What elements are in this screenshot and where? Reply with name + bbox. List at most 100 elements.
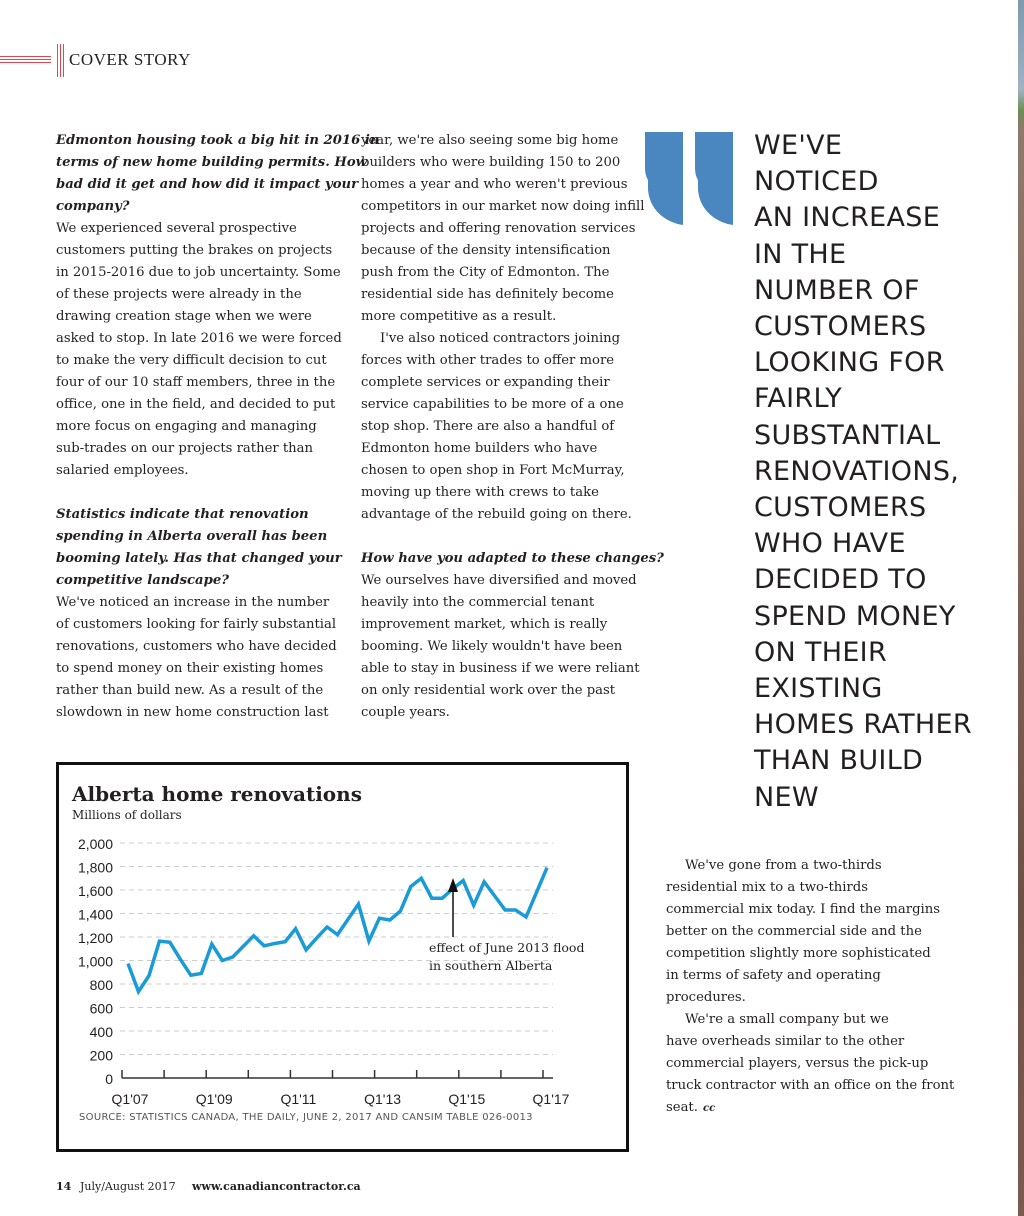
y-tick-label: 1,200 xyxy=(78,930,113,946)
text-line: office, one in the field, and decided to… xyxy=(56,397,336,412)
text-line: slowdown in new home construction last xyxy=(56,705,329,720)
question-line: spending in Alberta overall has been xyxy=(56,529,328,544)
annotation-text: in southern Alberta xyxy=(429,958,553,973)
question-line: competitive landscape? xyxy=(56,573,229,588)
text-line: procedures. xyxy=(666,990,746,1005)
pull-quote-line: IN THE xyxy=(754,238,847,270)
text-line: booming. We likely wouldn't have been xyxy=(361,639,623,654)
annotation-arrowhead xyxy=(448,878,458,892)
text-line: competitors in our market now doing infi… xyxy=(361,199,645,214)
pull-quote: WE'VE NOTICED AN INCREASE IN THE NUMBER OF CU… xyxy=(754,128,972,816)
text-line: customers putting the brakes on projects xyxy=(56,243,333,258)
chart-title: Alberta home renovations xyxy=(72,782,362,806)
text-line: improvement market, which is really xyxy=(361,617,608,632)
x-tick-label: Q1'11 xyxy=(280,1091,316,1107)
question-line: company? xyxy=(56,199,130,214)
text-line: We ourselves have diversified and moved xyxy=(361,573,637,588)
text-line: to spend money on their existing homes xyxy=(56,661,324,676)
section-label: COVER STORY xyxy=(69,50,191,69)
text-line: able to stay in business if we were reli… xyxy=(361,661,640,676)
y-tick-label: 1,600 xyxy=(78,883,113,899)
pull-quote-line: SUBSTANTIAL xyxy=(754,419,941,451)
pull-quote-line: WHO HAVE xyxy=(754,528,906,560)
issue-date: July/August 2017 xyxy=(80,1180,176,1193)
text-line: Edmonton home builders who have xyxy=(361,441,598,456)
website-url: www.canadiancontractor.ca xyxy=(192,1180,361,1193)
header-rule xyxy=(0,62,51,63)
chart-source: SOURCE: STATISTICS CANADA, THE DAILY, JU… xyxy=(79,1112,533,1123)
pull-quote-line: AN INCREASE xyxy=(754,202,941,234)
text-line: of these projects were already in the xyxy=(56,287,302,302)
y-tick-label: 2,000 xyxy=(78,836,113,852)
header-rule xyxy=(63,44,64,77)
photo-edge xyxy=(1018,0,1024,1216)
pull-quote-line: LOOKING FOR xyxy=(754,347,945,379)
text-line: drawing creation stage when we were xyxy=(56,309,312,324)
annotation-text: effect of June 2013 flood xyxy=(429,940,584,955)
header-rule xyxy=(57,44,58,77)
text-line: in terms of safety and operating xyxy=(666,968,881,983)
y-tick-label: 1,800 xyxy=(78,860,113,876)
text-line: We experienced several prospective xyxy=(56,221,297,236)
question-line: terms of new home building permits. How xyxy=(56,155,367,170)
y-tick-label: 400 xyxy=(90,1024,114,1040)
x-tick-label: Q1'17 xyxy=(533,1091,570,1107)
pull-quote-line: RENOVATIONS, xyxy=(754,455,960,487)
text-line: on only residential work over the past xyxy=(361,683,616,698)
y-tick-label: 1,400 xyxy=(78,907,113,923)
x-tick-label: Q1'15 xyxy=(448,1091,485,1107)
pull-quote-line: CUSTOMERS xyxy=(754,311,927,343)
text-line: rather than build new. As a result of th… xyxy=(56,683,324,698)
text-line: forces with other trades to offer more xyxy=(361,353,615,368)
text-line: service capabilities to be more of a one xyxy=(361,397,624,412)
article-column-1: Edmonton housing took a big hit in 2016 … xyxy=(56,130,379,724)
pull-quote-line: HOMES RATHER xyxy=(754,709,972,741)
text-line: builders who were building 150 to 200 xyxy=(361,155,621,170)
quote-mark-icon xyxy=(645,132,733,225)
text-line: residential side has definitely become xyxy=(361,287,614,302)
text-line: seat. xyxy=(666,1100,698,1115)
y-tick-label: 1,000 xyxy=(78,954,113,970)
pull-quote-line: FAIRLY xyxy=(754,383,842,415)
x-tick-label: Q1'07 xyxy=(112,1091,149,1107)
text-line: sub-trades on our projects rather than xyxy=(56,441,314,456)
text-line: to make the very difficult decision to c… xyxy=(56,353,327,368)
header-rule xyxy=(60,44,61,77)
y-tick-label: 600 xyxy=(90,1001,114,1017)
text-line: stop shop. There are also a handful of xyxy=(361,419,615,434)
y-tick-label: 800 xyxy=(90,977,114,993)
text-line: in 2015-2016 due to job uncertainty. Som… xyxy=(56,265,341,280)
text-line: commercial players, versus the pick-up xyxy=(666,1056,929,1071)
text-line: homes a year and who weren't previous xyxy=(361,177,628,192)
text-line: moving up there with crews to take xyxy=(361,485,599,500)
pull-quote-line: NEW xyxy=(754,781,819,813)
text-line: residential mix to a two-thirds xyxy=(666,880,868,895)
text-line: year, we're also seeing some big home xyxy=(361,133,619,148)
text-line: advantage of the rebuild going on there. xyxy=(361,507,632,522)
header-rule xyxy=(0,56,51,57)
chart-frame xyxy=(56,762,629,1152)
text-line: more focus on engaging and managing xyxy=(56,419,317,434)
y-tick-label: 200 xyxy=(90,1048,114,1064)
end-mark: cc xyxy=(703,1103,716,1114)
text-line: have overheads similar to the other xyxy=(666,1034,905,1049)
text-line: competition slightly more sophisticated xyxy=(666,946,931,961)
text-line: more competitive as a result. xyxy=(361,309,557,324)
text-line: We've noticed an increase in the number xyxy=(56,595,330,610)
text-line: couple years. xyxy=(361,705,450,720)
text-line: better on the commercial side and the xyxy=(666,924,922,939)
question-line: Statistics indicate that renovation xyxy=(56,507,309,522)
question-line: bad did it get and how did it impact you… xyxy=(56,177,359,192)
y-tick-label: 0 xyxy=(105,1071,113,1087)
text-line: of customers looking for fairly substant… xyxy=(56,617,337,632)
text-line: four of our 10 staff members, three in t… xyxy=(56,375,336,390)
text-line: heavily into the commercial tenant xyxy=(361,595,595,610)
header-rule xyxy=(0,59,51,60)
text-line: We've gone from a two-thirds xyxy=(685,858,882,873)
article-column-3: We've gone from a two-thirds residential … xyxy=(666,855,966,1119)
pull-quote-line: NOTICED xyxy=(754,166,879,198)
pull-quote-line: THAN BUILD xyxy=(754,745,924,777)
text-line: truck contractor with an office on the f… xyxy=(666,1078,955,1093)
pull-quote-line: CUSTOMERS xyxy=(754,492,927,524)
